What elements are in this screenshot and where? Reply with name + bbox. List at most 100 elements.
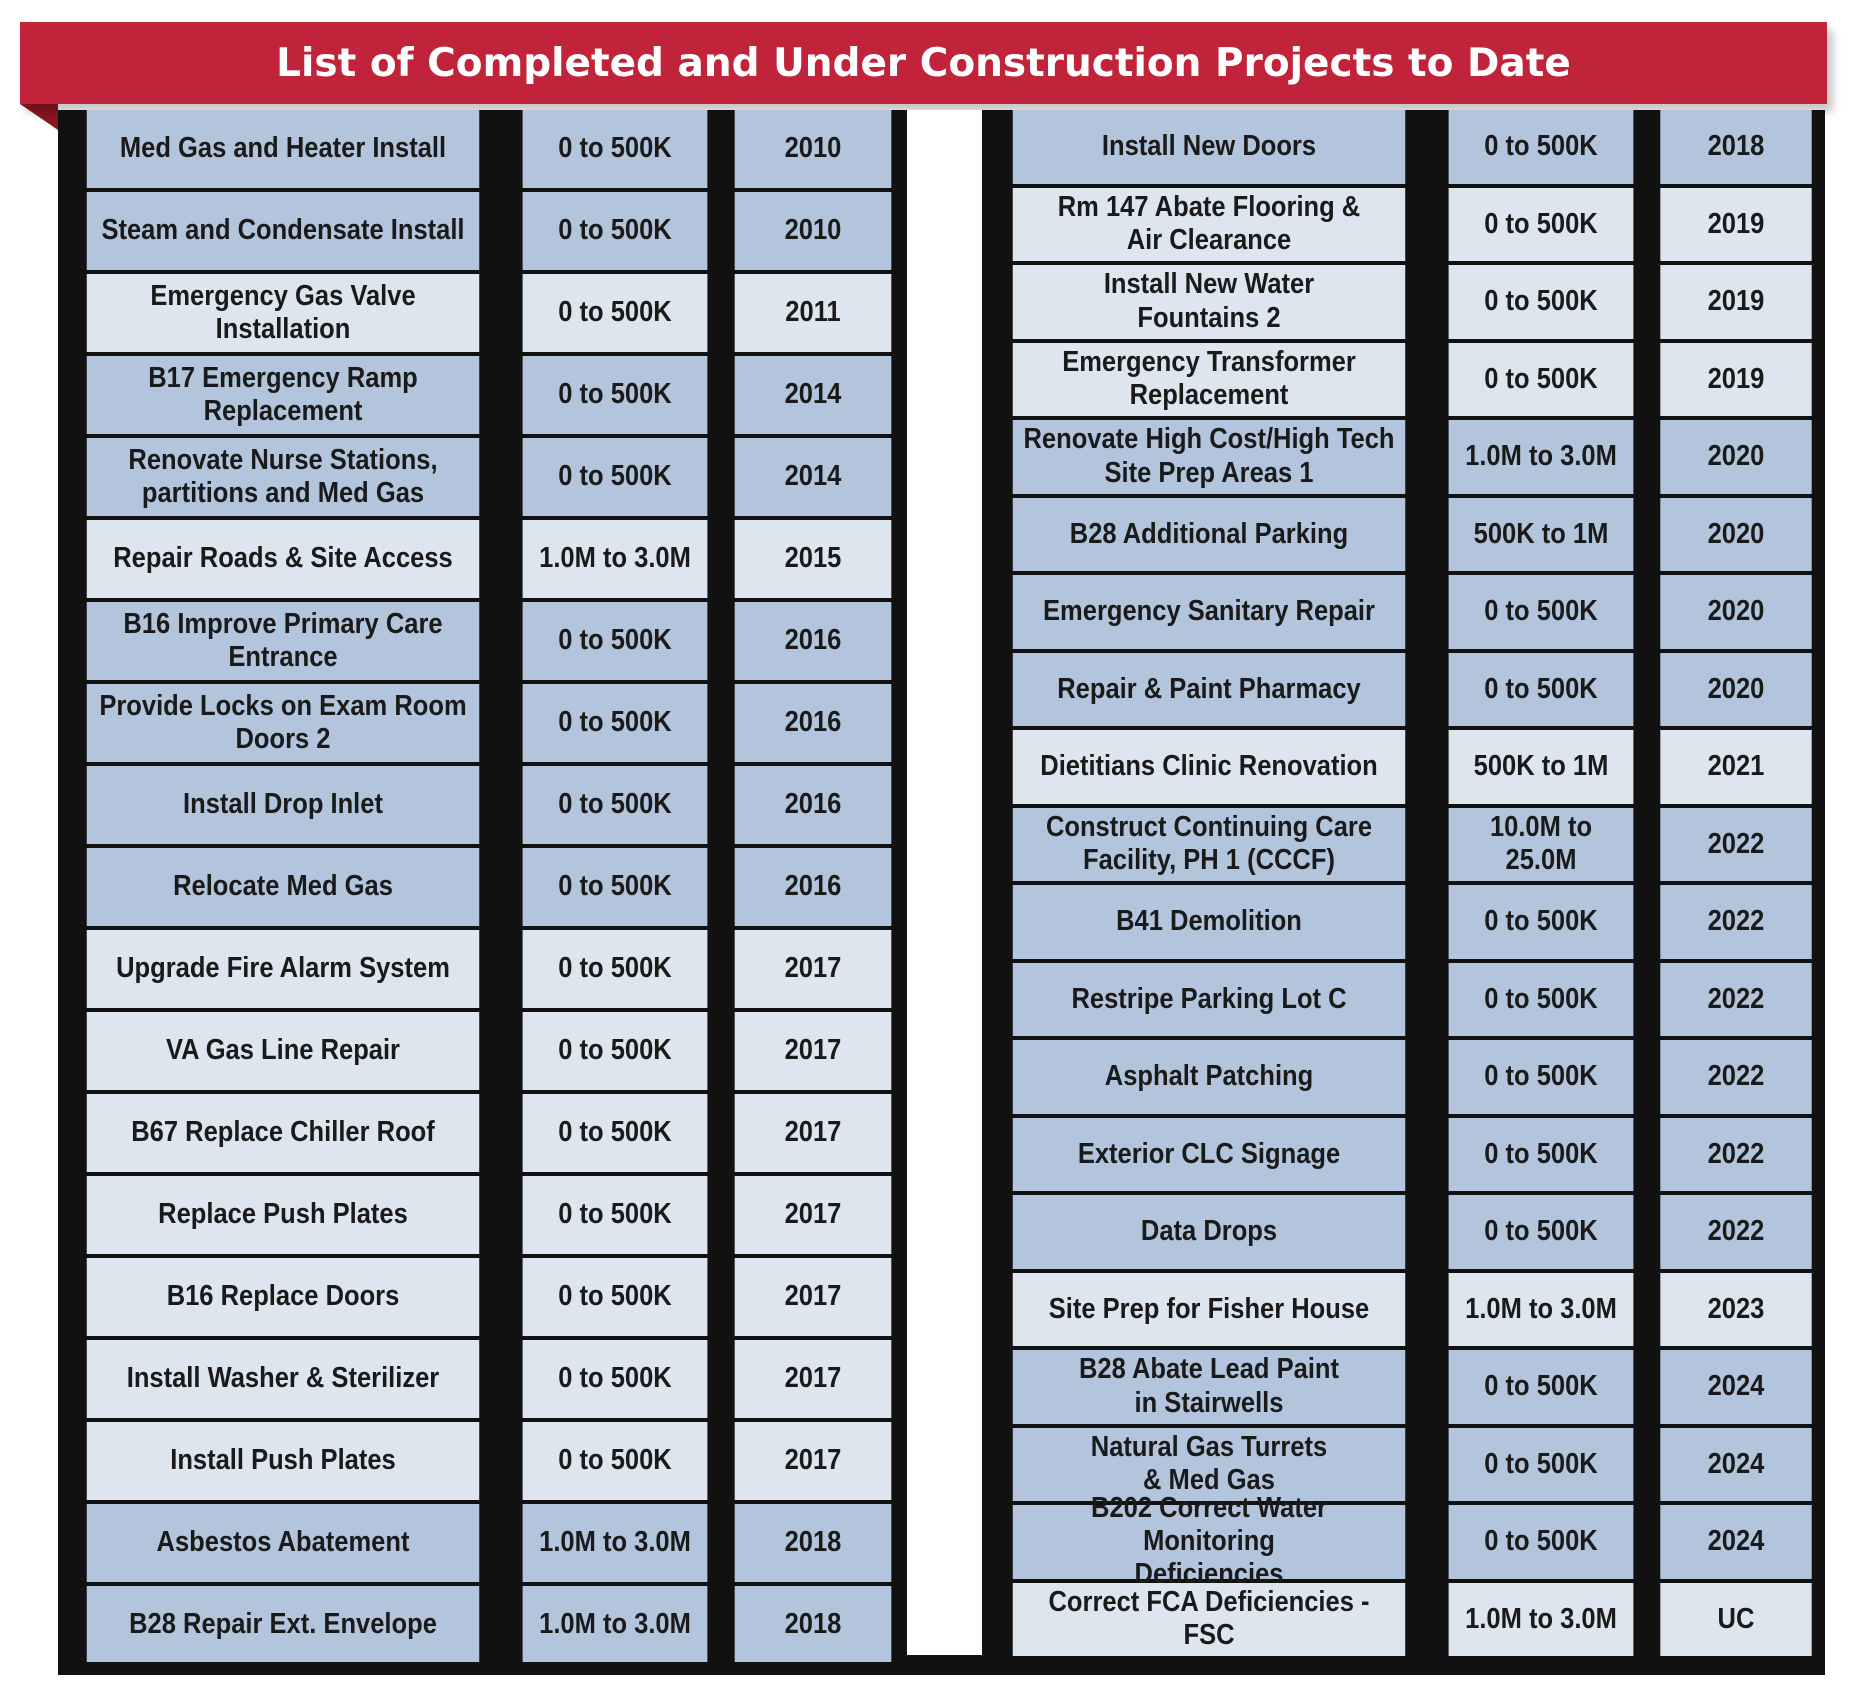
project-year-cell: 2020: [1660, 497, 1812, 571]
project-year-cell: 2017: [734, 930, 892, 1008]
project-year-cell: 2022: [1660, 885, 1812, 959]
column-gap: [907, 110, 982, 1655]
project-year-cell: 2018: [734, 1586, 892, 1664]
project-name-cell: Emergency Sanitary Repair: [1012, 575, 1406, 649]
banner-fold: [20, 104, 58, 130]
project-year-cell: 2022: [1660, 807, 1812, 881]
project-name-cell: Natural Gas Turrets & Med Gas: [1012, 1427, 1406, 1501]
project-name-cell: Rm 147 Abate Flooring & Air Clearance: [1012, 187, 1406, 261]
project-cost-cell: 500K to 1M: [1448, 497, 1634, 571]
project-cost-cell: 0 to 500K: [522, 766, 708, 844]
project-name-cell: B202 Correct Water Monitoring Deficienci…: [1012, 1492, 1406, 1590]
project-cost-cell: 0 to 500K: [1448, 1117, 1634, 1191]
project-year-cell: 2024: [1660, 1505, 1812, 1579]
project-name-cell: Exterior CLC Signage: [1012, 1117, 1406, 1191]
project-cost-cell: 0 to 500K: [522, 192, 708, 270]
project-name-cell: B16 Replace Doors: [86, 1258, 480, 1336]
right-project-table: Install New Doors 0 to 500K 2018 Rm 147 Aba…: [986, 110, 1822, 1660]
project-name-cell: B28 Repair Ext. Envelope: [86, 1586, 480, 1664]
project-cost-cell: 0 to 500K: [522, 1094, 708, 1172]
project-name-cell: Repair & Paint Pharmacy: [1012, 652, 1406, 726]
project-name-cell: Relocate Med Gas: [86, 848, 480, 926]
project-year-cell: 2016: [734, 766, 892, 844]
project-year-cell: 2024: [1660, 1350, 1812, 1424]
project-year-cell: 2022: [1660, 1117, 1812, 1191]
project-year-cell: 2017: [734, 1012, 892, 1090]
project-cost-cell: 10.0M to 25.0M: [1448, 807, 1634, 881]
project-cost-cell: 0 to 500K: [522, 1012, 708, 1090]
project-name-cell: Upgrade Fire Alarm System: [86, 930, 480, 1008]
project-cost-cell: 0 to 500K: [1448, 885, 1634, 959]
project-cost-cell: 0 to 500K: [1448, 652, 1634, 726]
project-cost-cell: 0 to 500K: [522, 1340, 708, 1418]
project-name-cell: Correct FCA Deficiencies - FSC: [1012, 1582, 1406, 1656]
project-year-cell: 2020: [1660, 652, 1812, 726]
project-cost-cell: 1.0M to 3.0M: [1448, 1582, 1634, 1656]
project-name-cell: Replace Push Plates: [86, 1176, 480, 1254]
project-cost-cell: 0 to 500K: [522, 1422, 708, 1500]
project-name-cell: Data Drops: [1012, 1195, 1406, 1269]
project-name-cell: B67 Replace Chiller Roof: [86, 1094, 480, 1172]
project-year-cell: 2011: [734, 274, 892, 352]
project-name-cell: Install Washer & Sterilizer: [86, 1340, 480, 1418]
project-name-cell: Asbestos Abatement: [86, 1504, 480, 1582]
project-cost-cell: 0 to 500K: [1448, 187, 1634, 261]
project-year-cell: 2016: [734, 848, 892, 926]
project-cost-cell: 0 to 500K: [522, 930, 708, 1008]
project-cost-cell: 0 to 500K: [522, 602, 708, 680]
project-name-cell: Emergency Transformer Replacement: [1012, 342, 1406, 416]
project-year-cell: 2017: [734, 1176, 892, 1254]
project-name-cell: Restripe Parking Lot C: [1012, 962, 1406, 1036]
project-cost-cell: 500K to 1M: [1448, 730, 1634, 804]
project-name-cell: B41 Demolition: [1012, 885, 1406, 959]
project-cost-cell: 0 to 500K: [1448, 1505, 1634, 1579]
page-title: List of Completed and Under Construction…: [20, 22, 1827, 104]
project-cost-cell: 1.0M to 3.0M: [522, 520, 708, 598]
project-name-cell: B17 Emergency Ramp Replacement: [86, 356, 480, 434]
project-name-cell: Dietitians Clinic Renovation: [1012, 730, 1406, 804]
project-name-cell: Steam and Condensate Install: [86, 192, 480, 270]
project-name-cell: Emergency Gas Valve Installation: [86, 274, 480, 352]
project-cost-cell: 1.0M to 3.0M: [1448, 420, 1634, 494]
project-name-cell: Renovate High Cost/High Tech Site Prep A…: [1012, 420, 1406, 494]
project-year-cell: 2019: [1660, 265, 1812, 339]
bottom-rule: [58, 1662, 1825, 1675]
project-year-cell: 2023: [1660, 1272, 1812, 1346]
project-cost-cell: 1.0M to 3.0M: [522, 1586, 708, 1664]
project-year-cell: 2017: [734, 1258, 892, 1336]
project-year-cell: 2020: [1660, 575, 1812, 649]
project-cost-cell: 0 to 500K: [1448, 575, 1634, 649]
project-name-cell: VA Gas Line Repair: [86, 1012, 480, 1090]
project-cost-cell: 0 to 500K: [1448, 1040, 1634, 1114]
project-name-cell: Repair Roads & Site Access: [86, 520, 480, 598]
project-name-cell: B28 Abate Lead Paint in Stairwells: [1012, 1350, 1406, 1424]
project-year-cell: 2014: [734, 438, 892, 516]
project-year-cell: 2010: [734, 192, 892, 270]
project-year-cell: 2022: [1660, 1040, 1812, 1114]
project-name-cell: Install Drop Inlet: [86, 766, 480, 844]
project-cost-cell: 0 to 500K: [1448, 1350, 1634, 1424]
project-cost-cell: 1.0M to 3.0M: [522, 1504, 708, 1582]
project-name-cell: Install New Water Fountains 2: [1012, 265, 1406, 339]
project-year-cell: 2015: [734, 520, 892, 598]
project-year-cell: 2024: [1660, 1427, 1812, 1501]
left-project-table: Med Gas and Heater Install 0 to 500K 2010 S…: [60, 110, 902, 1668]
project-cost-cell: 0 to 500K: [1448, 962, 1634, 1036]
project-year-cell: 2017: [734, 1094, 892, 1172]
project-cost-cell: 0 to 500K: [1448, 342, 1634, 416]
project-cost-cell: 0 to 500K: [1448, 1195, 1634, 1269]
project-name-cell: Site Prep for Fisher House: [1012, 1272, 1406, 1346]
project-name-cell: Renovate Nurse Stations, partitions and …: [86, 438, 480, 516]
project-cost-cell: 0 to 500K: [522, 1258, 708, 1336]
project-year-cell: 2022: [1660, 962, 1812, 1036]
project-year-cell: 2014: [734, 356, 892, 434]
project-year-cell: 2018: [1660, 110, 1812, 184]
project-year-cell: 2016: [734, 602, 892, 680]
project-cost-cell: 0 to 500K: [522, 848, 708, 926]
project-cost-cell: 0 to 500K: [1448, 110, 1634, 184]
project-year-cell: 2017: [734, 1422, 892, 1500]
project-year-cell: UC: [1660, 1582, 1812, 1656]
project-name-cell: Provide Locks on Exam Room Doors 2: [86, 684, 480, 762]
project-name-cell: Asphalt Patching: [1012, 1040, 1406, 1114]
project-year-cell: 2019: [1660, 342, 1812, 416]
